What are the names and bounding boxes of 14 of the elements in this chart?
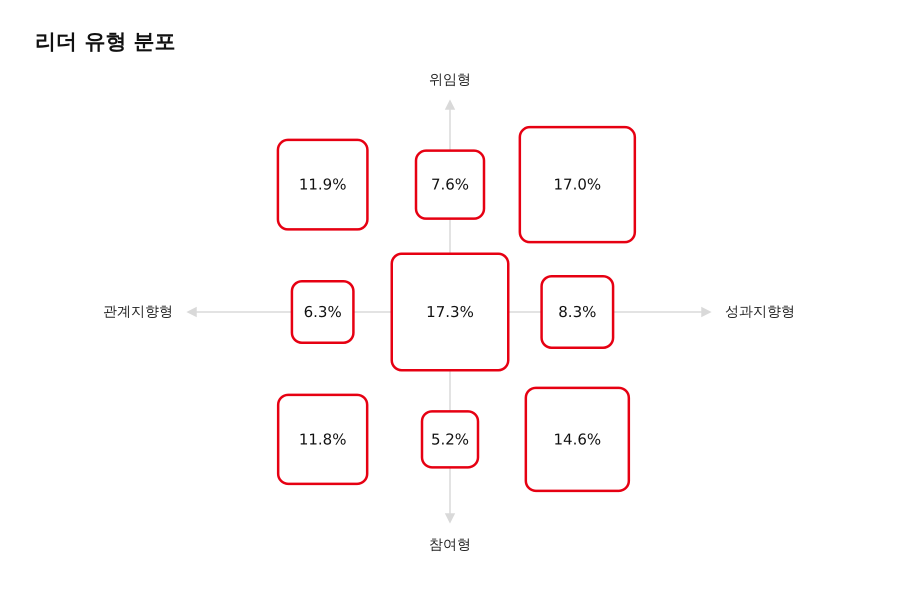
text: 위임형 bbox=[429, 72, 471, 88]
data-label: 11.8% bbox=[298, 430, 346, 448]
text: 성과지향형 bbox=[725, 304, 795, 320]
data-label: 17.3% bbox=[426, 303, 474, 321]
data-label: 6.3% bbox=[304, 303, 342, 321]
data-label: 14.6% bbox=[554, 430, 602, 448]
data-label: 8.3% bbox=[558, 303, 596, 321]
data-label: 17.0% bbox=[554, 176, 602, 194]
data-label: 11.9% bbox=[298, 176, 346, 194]
text: 리더 유형 분포 bbox=[35, 30, 176, 54]
data-label: 5.2% bbox=[430, 430, 470, 448]
text: 참여형 bbox=[429, 537, 471, 553]
data-label: 7.6% bbox=[430, 176, 470, 194]
text: 관계지향형 bbox=[103, 304, 173, 320]
